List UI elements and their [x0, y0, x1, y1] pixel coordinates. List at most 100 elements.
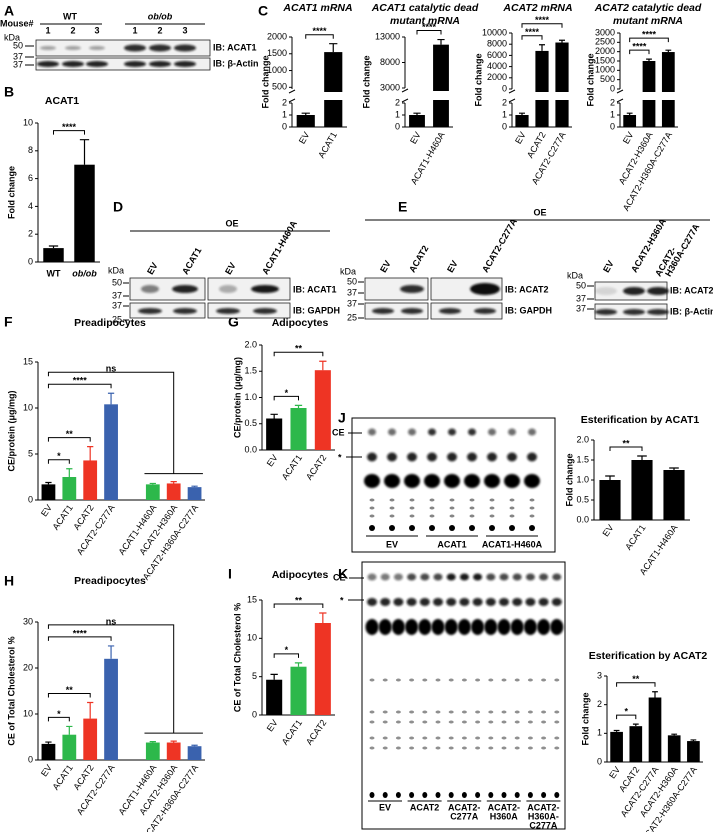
bar — [145, 484, 160, 500]
tlc-spot — [407, 573, 417, 581]
chart-title: Esterification by ACAT2 — [589, 650, 708, 662]
bar — [610, 731, 623, 762]
y-tick-label: 0 — [395, 121, 400, 131]
tlc-spot — [405, 619, 419, 635]
bar — [166, 483, 181, 500]
tlc-spot — [446, 598, 457, 606]
blot-band — [141, 285, 159, 293]
tlc-spot — [489, 514, 495, 518]
tlc-spot — [508, 428, 516, 436]
tlc-spot — [409, 736, 415, 740]
bar — [433, 44, 449, 127]
tlc-spot — [512, 573, 522, 581]
lane-label: 1 — [45, 25, 50, 35]
y-tick-label: 8 — [28, 145, 33, 155]
tlc-spot — [514, 736, 520, 740]
tlc-spot — [539, 573, 549, 581]
bar — [62, 734, 77, 760]
tlc-spot — [369, 736, 375, 740]
panel-letter: A — [4, 3, 14, 19]
tlc-spot — [541, 678, 547, 682]
y-tick-label: 10 — [23, 708, 33, 718]
tlc-spot — [427, 452, 437, 462]
tlc-spot — [467, 452, 477, 462]
y-tick-label: 0 — [28, 256, 33, 266]
tlc-spot — [472, 598, 483, 606]
kda-label: kDa — [4, 32, 20, 42]
tlc-spot — [488, 678, 494, 682]
tlc-spot — [501, 678, 507, 682]
tlc-spot — [380, 573, 390, 581]
y-tick-label: 1 — [282, 109, 287, 119]
mouse-label: Mouse# — [0, 18, 34, 28]
tlc-spot — [524, 474, 540, 488]
y-tick-label: 0.5 — [576, 494, 589, 504]
y-tick-label: 15 — [247, 594, 257, 604]
blot-band — [138, 308, 162, 314]
blot-band — [40, 46, 56, 50]
error-bar — [637, 455, 647, 460]
tlc-spot — [461, 736, 467, 740]
error-bar — [191, 485, 198, 488]
blot-band — [173, 308, 197, 314]
tlc-origin — [409, 525, 415, 531]
blot-band — [37, 61, 59, 67]
panel-letter: B — [4, 84, 14, 100]
significance-label: * — [57, 451, 61, 461]
tlc-spot — [449, 498, 455, 502]
tlc-spot — [464, 474, 480, 488]
tlc-spot — [527, 452, 537, 462]
marker-label: 25 — [347, 312, 357, 322]
significance-label: * — [624, 707, 628, 717]
lane-label: 3 — [94, 25, 99, 35]
tlc-spot — [527, 678, 533, 682]
tlc-spot — [475, 736, 481, 740]
tlc-spot — [449, 506, 455, 510]
tlc-spot — [554, 746, 560, 750]
tlc-plate — [361, 561, 566, 830]
tlc-spot — [486, 573, 496, 581]
bar — [266, 418, 283, 450]
bar — [145, 742, 160, 760]
significance-label: ** — [622, 438, 630, 448]
blot-band — [174, 44, 196, 52]
blot-band — [372, 308, 394, 314]
significance-bracket — [47, 624, 175, 734]
tlc-spot — [488, 736, 494, 740]
y-tick-label: 5 — [252, 671, 257, 681]
bar — [62, 477, 77, 500]
blot-band — [439, 308, 461, 314]
tlc-spot — [435, 736, 441, 740]
bar — [314, 370, 331, 450]
group-label: ACAT2- — [448, 802, 480, 812]
y-axis-label: Fold change — [580, 692, 590, 745]
axis-break — [406, 91, 454, 100]
y-tick-label: 0 — [282, 121, 287, 131]
group-label: ACAT2 — [410, 802, 439, 812]
tlc-spot — [541, 710, 547, 714]
y-tick-label: 2000 — [487, 72, 507, 82]
tlc-origin — [409, 792, 415, 798]
bar — [43, 248, 64, 262]
blot-strip — [430, 302, 503, 320]
blot-band — [623, 309, 645, 315]
y-tick-label: 1000 — [595, 65, 615, 75]
tlc-spot — [389, 498, 395, 502]
tlc-spot — [509, 506, 515, 510]
tlc-spot — [369, 710, 375, 714]
tlc-spot — [488, 710, 494, 714]
group-label: WT — [63, 11, 77, 21]
blot-band — [251, 285, 279, 293]
error-bar — [646, 58, 652, 61]
y-axis-label: Fold change — [361, 55, 371, 108]
tlc-spot — [444, 619, 458, 635]
tlc-spot — [420, 573, 430, 581]
tlc-origin — [435, 792, 441, 798]
error-bar — [652, 691, 658, 698]
tlc-spot — [391, 619, 405, 635]
tlc-spot — [501, 736, 507, 740]
tlc-spot — [382, 720, 388, 724]
bar — [687, 741, 700, 762]
tlc-spot — [422, 746, 428, 750]
